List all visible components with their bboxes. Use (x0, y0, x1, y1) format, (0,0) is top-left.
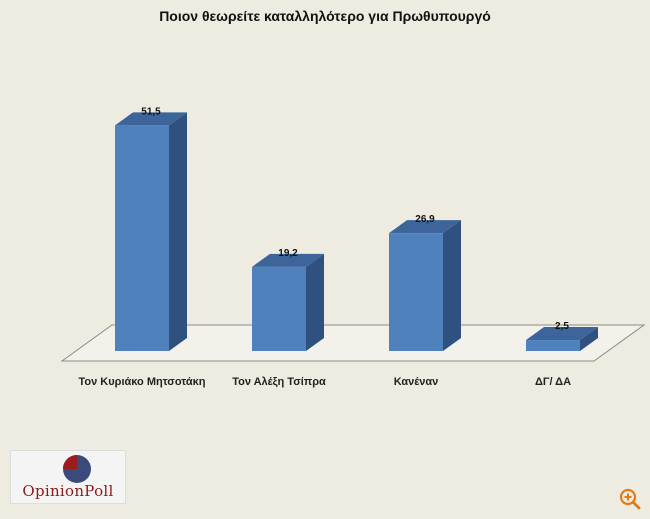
data-label: 26,9 (415, 214, 435, 225)
category-label: Τον Κυριάκο Μητσοτάκη (78, 376, 206, 388)
category-label: Τον Αλέξη Τσίπρα (232, 376, 326, 388)
logo-mark (63, 455, 91, 483)
category-label: Κανέναν (393, 376, 439, 388)
bar-top (252, 253, 324, 267)
bar (252, 266, 306, 351)
bar-side (580, 327, 598, 351)
bar-side (169, 112, 187, 351)
bar (115, 125, 169, 351)
logo-text: OpinionPoll (22, 482, 114, 500)
data-label: 19,2 (278, 248, 298, 259)
bar (526, 340, 580, 351)
bar-top (389, 220, 461, 234)
data-label: 51,5 (141, 106, 161, 117)
bar-side (306, 253, 324, 351)
data-label: 2,5 (555, 321, 569, 332)
opinionpoll-logo: OpinionPoll (10, 450, 126, 504)
chart-title: Ποιον θεωρείτε καταλληλότερο για Πρωθυπο… (159, 8, 491, 24)
bar-top (526, 327, 598, 341)
chart-floor (60, 324, 646, 362)
bar-top (115, 112, 187, 126)
category-label: ΔΓ/ ΔΑ (534, 376, 572, 388)
bar-side (443, 220, 461, 351)
zoom-in-icon[interactable] (618, 487, 642, 511)
bar (389, 233, 443, 351)
